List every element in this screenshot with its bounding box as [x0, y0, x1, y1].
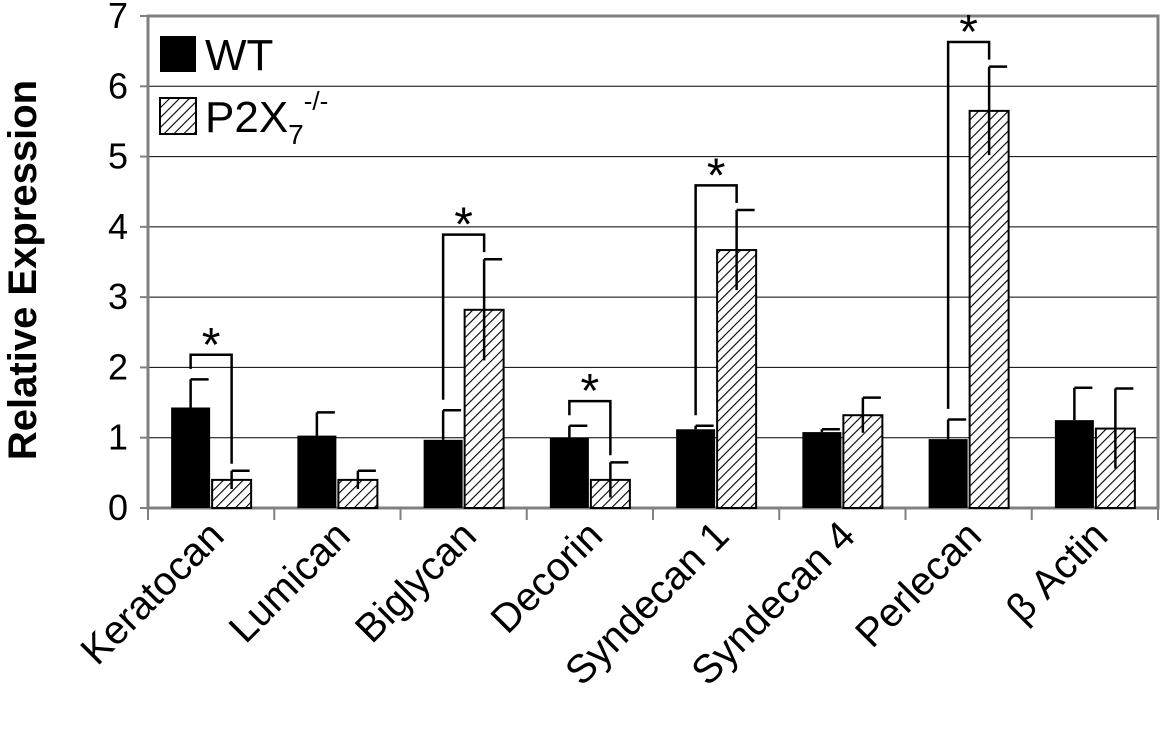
- bar-wt-1: [171, 407, 211, 508]
- bar-wt-3: [423, 439, 463, 508]
- bar-wt-7: [928, 439, 968, 508]
- bar-wt-8: [1054, 420, 1094, 508]
- x-tick-label-2: Lumican: [221, 513, 359, 651]
- legend-label-wt: WT: [205, 31, 273, 80]
- y-tick-label-0: 0: [108, 487, 128, 528]
- legend-label-p2x7-sup: -/-: [304, 86, 329, 116]
- bar-wt-5: [676, 429, 716, 508]
- y-tick-label-7: 7: [108, 0, 128, 36]
- significance-bracket-4: [568, 399, 612, 456]
- legend: WT P2X7-/-: [159, 31, 328, 150]
- bar-wt-2: [297, 435, 337, 508]
- significance-bracket-5: [694, 184, 738, 416]
- significance-star-4: *: [581, 365, 600, 418]
- significance-star-1: *: [202, 319, 221, 372]
- significance-bracket-3: [441, 233, 486, 400]
- x-tick-label-3: Biglycan: [347, 513, 485, 651]
- bar-p2x7-5: [716, 249, 758, 509]
- bar-p2x7-3: [463, 308, 505, 509]
- legend-label-p2x7: P2X7-/-: [205, 86, 328, 150]
- significance-bracket-7: [946, 40, 991, 409]
- bar-p2x7-7: [968, 109, 1010, 509]
- x-tick-label-8: β Actin: [998, 513, 1116, 631]
- legend-label-p2x7-main: P2X: [205, 93, 288, 142]
- bars: [171, 109, 1136, 510]
- x-tick-label-7: Perlecan: [847, 513, 990, 656]
- significance-star-3: *: [454, 199, 473, 252]
- significance-bracket-1: [189, 353, 233, 464]
- x-tick-label-4: Decorin: [483, 513, 612, 642]
- y-tick-label-1: 1: [108, 417, 128, 458]
- bar-wt-6: [802, 432, 842, 508]
- legend-swatch-p2x7: [159, 97, 197, 135]
- error-bars: [189, 65, 1134, 498]
- y-tick-label-2: 2: [108, 346, 128, 387]
- y-tick-label-6: 6: [108, 65, 128, 106]
- x-tick-label-1: Keratocan: [72, 513, 232, 673]
- legend-swatch-wt: [160, 36, 196, 72]
- y-tick-label-3: 3: [108, 276, 128, 317]
- legend-label-p2x7-sub: 7: [288, 119, 304, 150]
- y-tick-label-4: 4: [108, 206, 128, 247]
- y-axis-label: Relative Expression: [1, 80, 45, 460]
- y-tick-label-5: 5: [108, 136, 128, 177]
- significance-star-7: *: [959, 6, 978, 59]
- significance-annotations: * * * * *: [189, 6, 991, 464]
- significance-star-5: *: [707, 149, 726, 202]
- bar-wt-4: [549, 437, 589, 508]
